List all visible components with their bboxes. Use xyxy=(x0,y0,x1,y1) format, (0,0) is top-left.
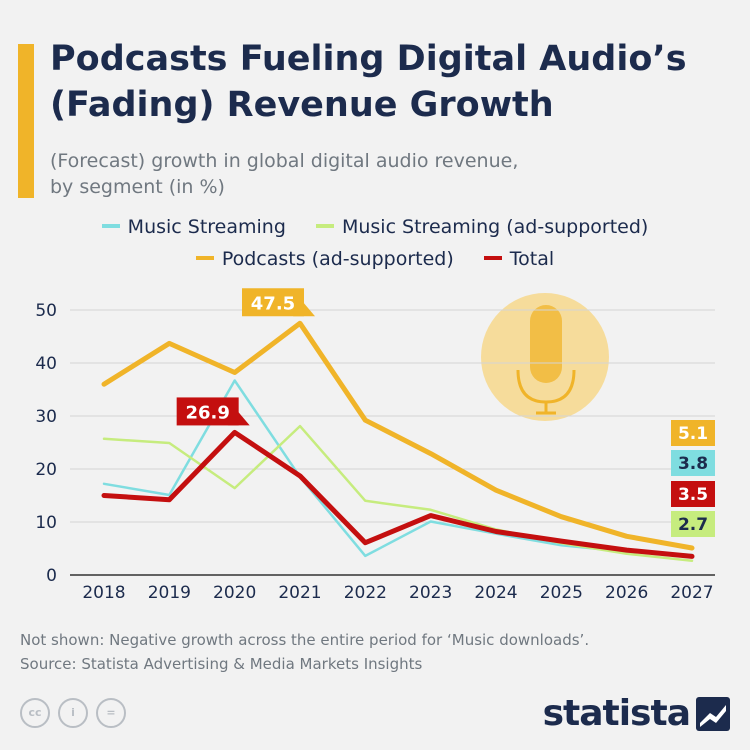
data-callout-pointer xyxy=(227,412,250,426)
legend-item-total: Total xyxy=(483,248,555,270)
x-tick-label: 2021 xyxy=(278,583,321,603)
data-callout-label: 47.5 xyxy=(251,293,295,314)
x-tick-label: 2022 xyxy=(344,583,387,603)
data-callout-label: 26.9 xyxy=(185,402,229,423)
legend-swatch-music-streaming-ad xyxy=(315,223,334,228)
end-value-label: 3.8 xyxy=(678,454,708,474)
no-derivatives-icon[interactable]: = xyxy=(96,698,126,728)
title-accent-bar xyxy=(18,44,34,198)
series-line-music-streaming-ad xyxy=(102,424,694,562)
statista-logo-icon xyxy=(696,696,730,731)
x-tick-label: 2019 xyxy=(148,583,191,603)
end-value-label: 5.1 xyxy=(678,424,708,444)
y-tick-label: 0 xyxy=(46,566,57,586)
y-tick-label: 20 xyxy=(35,460,57,480)
subtitle-line-2: by segment (in %) xyxy=(50,176,225,198)
line-chart: 0 10 20 30 40 50 2018 2019 2020 2021 2022 2023 2024 2… xyxy=(35,288,715,603)
series-line-podcasts xyxy=(101,320,695,551)
attribution-icon[interactable]: i xyxy=(58,698,88,728)
chart-title: Podcasts Fueling Digital Audio’s (Fading… xyxy=(50,39,687,125)
data-callout-box xyxy=(176,397,239,426)
end-value-box xyxy=(671,511,715,537)
series-line-total xyxy=(101,429,695,559)
footer-note: Not shown: Negative growth across the en… xyxy=(20,631,590,649)
x-tick-label: 2020 xyxy=(213,583,256,603)
x-tick-label: 2018 xyxy=(82,583,125,603)
y-tick-label: 50 xyxy=(35,301,57,321)
legend-label-music-streaming: Music Streaming xyxy=(127,216,286,238)
x-tick-label: 2027 xyxy=(670,583,713,603)
x-tick-label: 2025 xyxy=(540,583,583,603)
end-value-box xyxy=(671,450,715,476)
data-callout-pointer xyxy=(293,303,315,317)
x-tick-label: 2023 xyxy=(409,583,452,603)
end-value-label: 2.7 xyxy=(678,515,708,535)
x-tick-label: 2026 xyxy=(605,583,648,603)
data-callout: 26.9 xyxy=(176,397,250,426)
end-value-box xyxy=(671,481,715,507)
end-value-box xyxy=(671,420,715,446)
footer-source: Source: Statista Advertising & Media Mar… xyxy=(20,655,423,673)
legend-item-music-streaming: Music Streaming xyxy=(101,216,286,238)
microphone-capsule xyxy=(530,305,562,383)
microphone-icon xyxy=(481,293,609,421)
subtitle-line-1: (Forecast) growth in global digital audi… xyxy=(50,150,519,172)
y-tick-label: 30 xyxy=(35,407,57,427)
legend-row-1: Music Streaming Music Streaming (ad-supp… xyxy=(0,216,750,238)
x-tick-label: 2024 xyxy=(474,583,517,603)
y-tick-label: 10 xyxy=(35,513,57,533)
footer: Not shown: Negative growth across the en… xyxy=(20,628,589,676)
data-callout: 47.5 xyxy=(242,288,315,317)
legend-label-total: Total xyxy=(509,248,555,270)
legend-label-podcasts: Podcasts (ad-supported) xyxy=(221,248,454,270)
legend-item-music-streaming-ad: Music Streaming (ad-supported) xyxy=(315,216,649,238)
statista-logo[interactable]: statista xyxy=(543,693,730,734)
y-tick-label: 40 xyxy=(35,354,57,374)
end-value-label: 3.5 xyxy=(678,485,708,505)
data-callout-box xyxy=(242,288,304,317)
cc-icon[interactable]: cc xyxy=(20,698,50,728)
legend-swatch-total xyxy=(483,255,502,260)
legend-swatch-podcasts xyxy=(195,255,214,260)
chart-subtitle: (Forecast) growth in global digital audi… xyxy=(50,148,518,200)
logo-text: statista xyxy=(542,693,691,734)
legend-label-music-streaming-ad: Music Streaming (ad-supported) xyxy=(341,216,649,238)
legend-row-2: Podcasts (ad-supported) Total xyxy=(0,248,750,270)
legend-swatch-music-streaming xyxy=(101,223,120,228)
license-icons: cc i = xyxy=(20,698,134,728)
legend-item-podcasts: Podcasts (ad-supported) xyxy=(195,248,454,270)
